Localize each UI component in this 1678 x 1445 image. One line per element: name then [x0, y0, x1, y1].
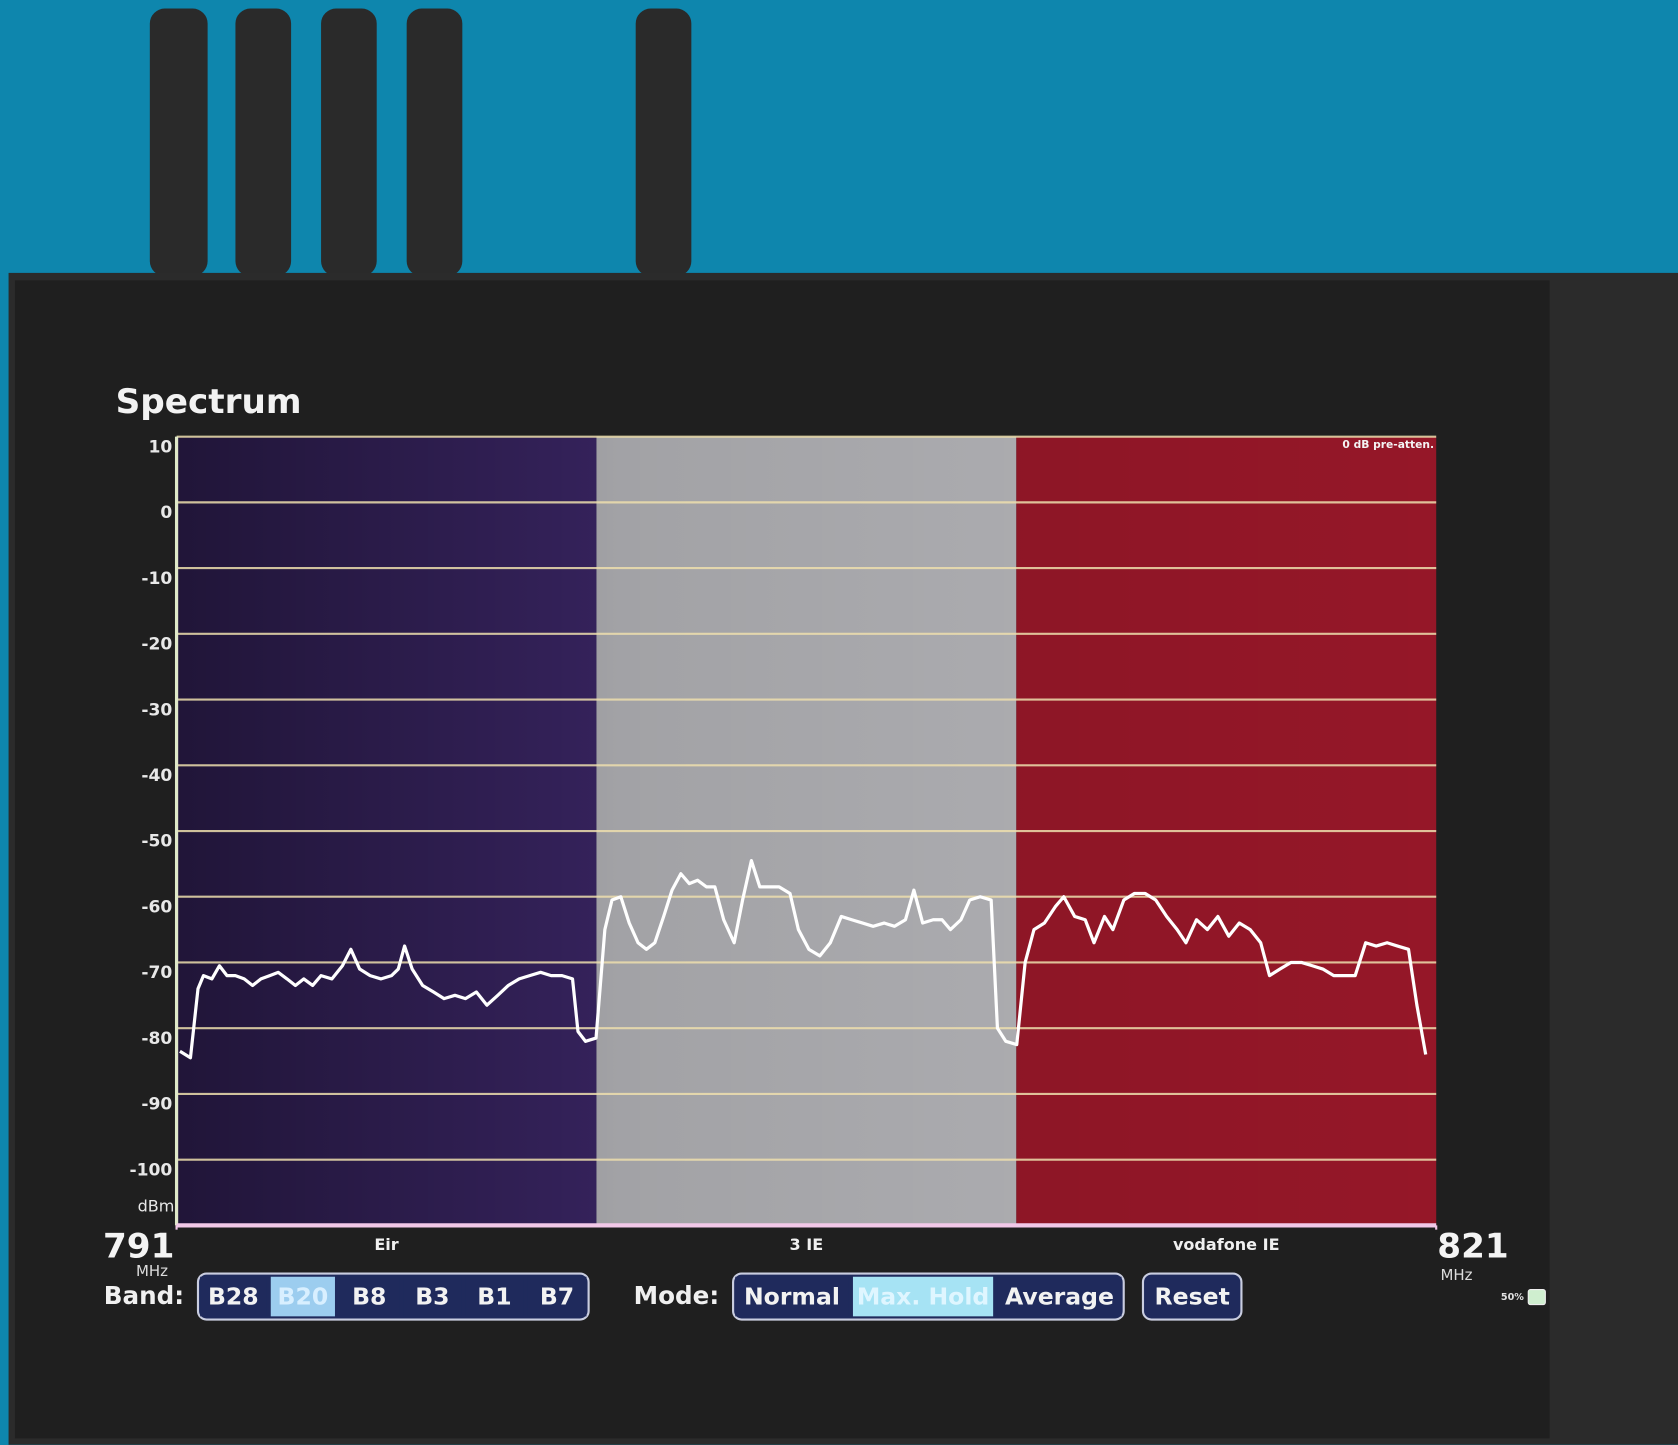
spectrum-trace — [179, 858, 1428, 1060]
bands-button[interactable]: B20 — [270, 1276, 335, 1317]
bands-button-bg[interactable] — [270, 1276, 335, 1317]
bands-button[interactable]: B7 — [527, 1276, 587, 1317]
mode-button-label[interactable]: Normal — [744, 1283, 840, 1311]
y-tick-label: -80 — [141, 1029, 172, 1049]
x-unit: MHz — [136, 1262, 168, 1280]
bands-button-label[interactable]: B3 — [415, 1283, 449, 1311]
antennas — [149, 8, 692, 277]
region-label: vodafone IE — [1173, 1235, 1280, 1254]
bands-button-bg[interactable] — [527, 1276, 587, 1317]
bands-button[interactable]: B8 — [339, 1276, 400, 1317]
y-tick-label: -60 — [141, 897, 172, 917]
y-tick-label: -70 — [141, 963, 172, 983]
mode-button[interactable]: Normal — [735, 1276, 849, 1317]
mode-button[interactable]: Average — [997, 1276, 1122, 1317]
y-tick-label: -10 — [141, 569, 172, 589]
bands-button-label[interactable]: B20 — [278, 1283, 329, 1311]
mode-button-bg[interactable] — [997, 1276, 1122, 1317]
region-label: Eir — [374, 1235, 398, 1254]
bands-button-label[interactable]: B8 — [352, 1283, 386, 1311]
mode-button[interactable]: Max. Hold — [852, 1276, 994, 1317]
title: Spectrum — [116, 382, 302, 422]
bands-button[interactable]: B3 — [403, 1276, 462, 1317]
battery-label: 50% — [1501, 1292, 1524, 1303]
bands-button-bg[interactable] — [403, 1276, 462, 1317]
bands-button-label[interactable]: B1 — [477, 1283, 511, 1311]
x-unit: MHz — [1440, 1266, 1472, 1284]
region-label: 3 IE — [790, 1235, 824, 1254]
plot: Eir 3 IE vodafone IE 10 0 -10 -20 -30 -40 -50 -60 -… — [103, 435, 1546, 1321]
mode-button-label[interactable]: Max. Hold — [857, 1283, 989, 1311]
y-tick-label: -90 — [141, 1095, 172, 1115]
antenna — [321, 8, 377, 277]
mode-button-bg[interactable] — [735, 1276, 849, 1317]
bands-label: Band: — [104, 1281, 184, 1310]
y-tick-label: 10 — [148, 437, 172, 457]
antenna — [235, 8, 292, 277]
y-unit: dBm — [138, 1197, 175, 1216]
y-tick-label: -50 — [141, 832, 172, 852]
bands-button[interactable]: B28 — [200, 1276, 267, 1317]
bands-button[interactable]: B1 — [465, 1276, 524, 1317]
mode-label: Mode: — [634, 1281, 720, 1310]
mode-button-bg[interactable] — [852, 1276, 994, 1317]
battery-icon — [1527, 1289, 1546, 1306]
antenna — [406, 8, 463, 277]
bands-button-bg[interactable] — [465, 1276, 524, 1317]
bands-button-bg[interactable] — [200, 1276, 267, 1317]
mode-button-label[interactable]: Average — [1005, 1283, 1114, 1311]
y-tick-label: -20 — [141, 635, 172, 655]
reset-button[interactable]: Reset — [1141, 1272, 1243, 1321]
y-tick-label: 0 — [160, 503, 172, 523]
x-tick-label: 821 — [1437, 1226, 1508, 1266]
reset-button-bg[interactable] — [1141, 1272, 1243, 1321]
bands-button-label[interactable]: B7 — [540, 1283, 574, 1311]
annotation: 0 dB pre-atten. — [1342, 438, 1434, 451]
antenna — [149, 8, 208, 277]
y-tick-label: -30 — [141, 700, 172, 720]
reset-button-label[interactable]: Reset — [1155, 1283, 1230, 1311]
antenna — [635, 8, 692, 277]
bands-button-label[interactable]: B28 — [208, 1283, 259, 1311]
x-tick-label: 791 — [103, 1226, 174, 1266]
bands-button-bg[interactable] — [339, 1276, 400, 1317]
y-tick-label: -40 — [141, 766, 172, 786]
y-tick-label: -100 — [129, 1160, 172, 1180]
